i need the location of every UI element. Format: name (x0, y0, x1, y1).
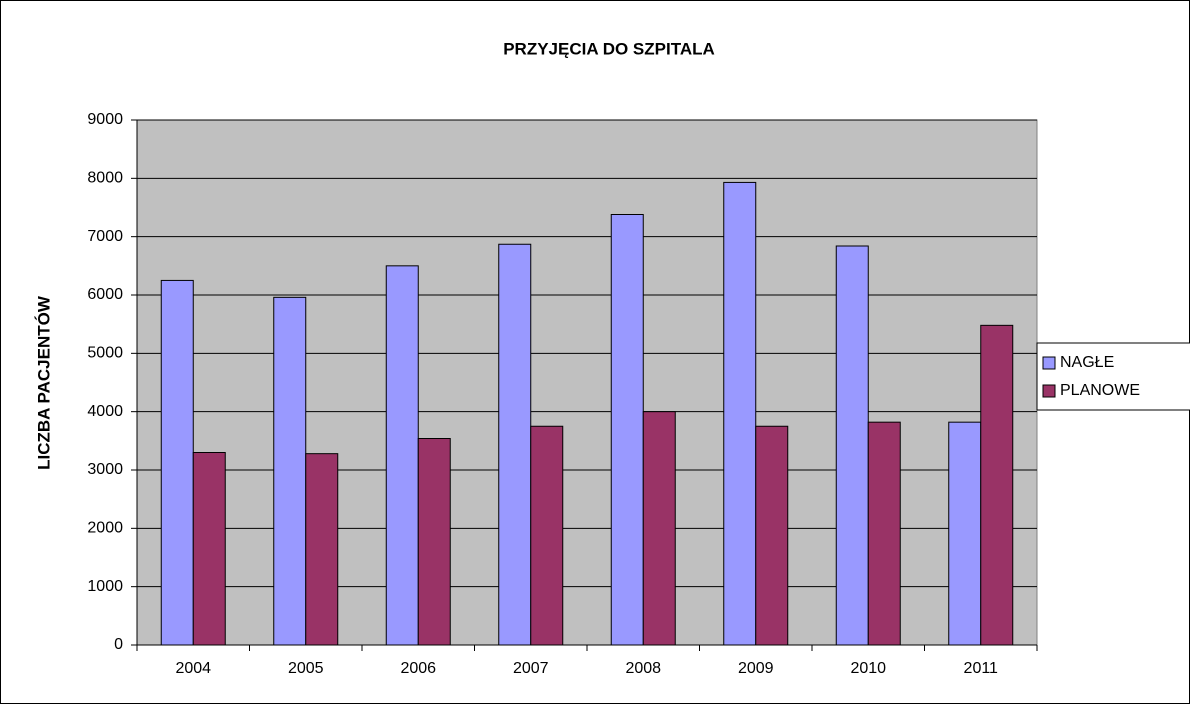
bar (305, 453, 339, 646)
bar (160, 279, 194, 646)
bar (948, 421, 982, 646)
y-tick-label: 7000 (87, 228, 123, 245)
legend-label: PLANOWE (1060, 382, 1140, 399)
bar (642, 411, 676, 646)
x-tick-label: 2008 (625, 660, 661, 677)
y-tick-label: 8000 (87, 170, 123, 187)
y-tick-label: 2000 (87, 520, 123, 537)
bar (867, 421, 901, 646)
x-tick-label: 2010 (850, 660, 886, 677)
bar (610, 214, 644, 646)
y-tick-label: 4000 (87, 403, 123, 420)
x-tick-label: 2005 (288, 660, 324, 677)
bar (835, 245, 869, 646)
legend-swatch (1042, 384, 1056, 398)
y-tick-label: 0 (114, 636, 123, 653)
x-tick-label: 2009 (738, 660, 774, 677)
plot-area (136, 119, 1038, 646)
x-tick-label: 2006 (400, 660, 436, 677)
chart-title: PRZYJĘCIA DO SZPITALA (503, 39, 715, 58)
bar (980, 324, 1014, 646)
bar (385, 265, 419, 646)
y-tick-label: 9000 (87, 111, 123, 128)
y-tick-label: 3000 (87, 461, 123, 478)
y-axis-label: LICZBA PACJENTÓW (34, 295, 53, 470)
bar (192, 452, 226, 646)
y-tick-label: 5000 (87, 345, 123, 362)
legend-label: NAGŁE (1060, 354, 1114, 371)
x-tick-label: 2011 (964, 660, 999, 677)
bar (530, 425, 564, 646)
x-tick-label: 2007 (513, 660, 549, 677)
bar (498, 243, 532, 646)
legend-swatch (1042, 356, 1056, 370)
bar (755, 425, 789, 646)
bar (723, 181, 757, 646)
bar (417, 438, 451, 646)
bar (273, 296, 307, 646)
y-tick-label: 1000 (87, 578, 123, 595)
x-tick-label: 2004 (175, 660, 211, 677)
legend-box (1036, 342, 1190, 411)
y-tick-label: 6000 (87, 286, 123, 303)
